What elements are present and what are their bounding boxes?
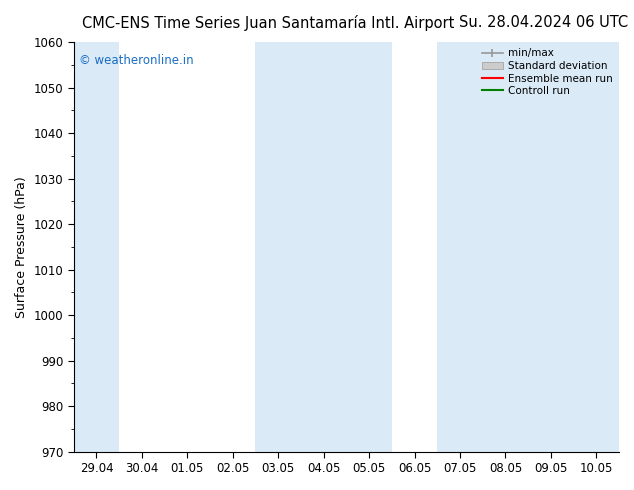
Y-axis label: Surface Pressure (hPa): Surface Pressure (hPa) bbox=[15, 176, 28, 318]
Text: Su. 28.04.2024 06 UTC: Su. 28.04.2024 06 UTC bbox=[458, 15, 628, 30]
Bar bbox=[437, 42, 619, 452]
Bar bbox=[74, 42, 119, 452]
Text: CMC-ENS Time Series Juan Santamaría Intl. Airport: CMC-ENS Time Series Juan Santamaría Intl… bbox=[82, 15, 455, 31]
Text: © weatheronline.in: © weatheronline.in bbox=[79, 54, 194, 67]
Bar bbox=[256, 42, 392, 452]
Legend: min/max, Standard deviation, Ensemble mean run, Controll run: min/max, Standard deviation, Ensemble me… bbox=[479, 45, 616, 99]
